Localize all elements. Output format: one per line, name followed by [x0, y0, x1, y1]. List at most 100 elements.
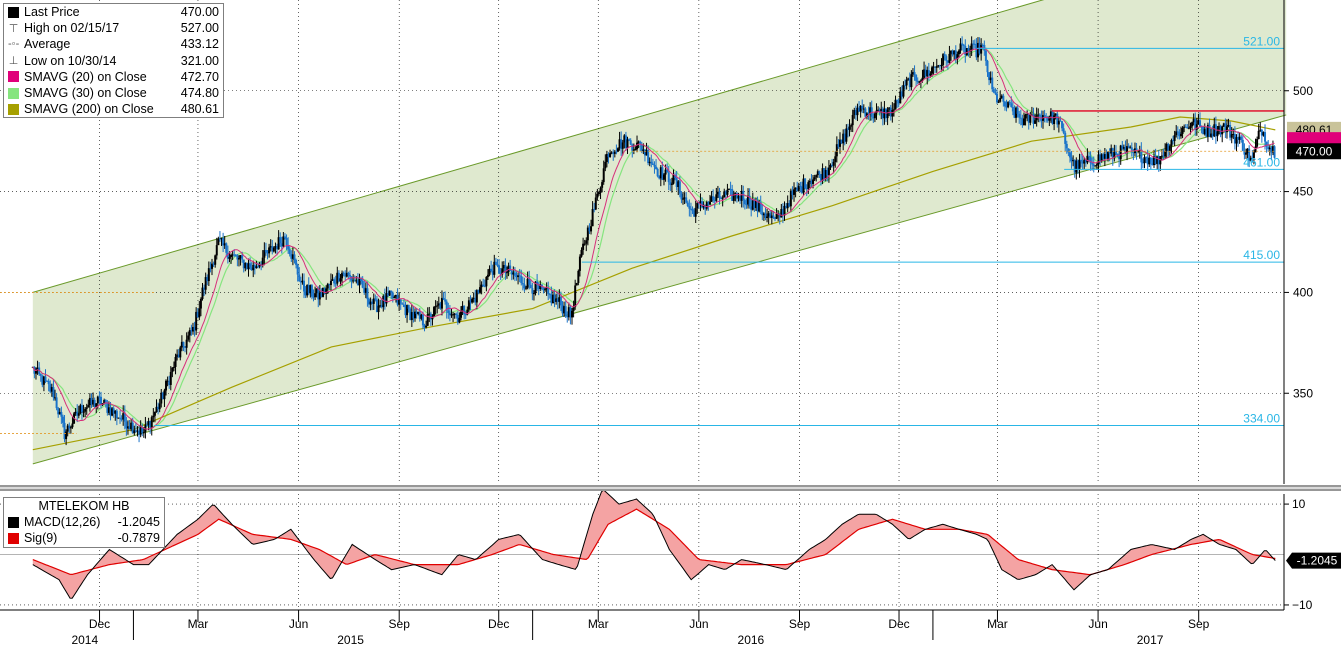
candle-body — [153, 411, 156, 416]
candle-body — [406, 304, 409, 316]
candle-body — [642, 149, 645, 152]
candle-body — [209, 268, 212, 270]
candle-body — [236, 255, 239, 260]
price-legend-row: -◦- Average 433.12 — [4, 36, 223, 52]
price-tick-label: 350 — [1293, 386, 1313, 400]
candle-body — [356, 280, 359, 286]
candle-body — [842, 133, 845, 144]
candle-body — [339, 278, 342, 282]
signal-value: -0.7879 — [117, 531, 160, 546]
candle-body — [44, 376, 47, 381]
candle-body — [869, 107, 872, 115]
candle-body — [823, 168, 826, 179]
candle-body — [537, 285, 540, 290]
candle-body — [853, 110, 856, 115]
candle-body — [1002, 95, 1005, 102]
candle-body — [984, 50, 987, 61]
candle-body — [743, 200, 746, 205]
candle-body — [1244, 153, 1247, 155]
candle-body — [656, 168, 659, 177]
candle-body — [1156, 156, 1159, 164]
candle-body — [751, 200, 754, 210]
candle-body — [502, 265, 505, 269]
legend-value: 474.80 — [180, 86, 219, 101]
candle-body — [911, 72, 914, 75]
candle-body — [1035, 115, 1038, 121]
candle-body — [716, 191, 719, 195]
candle-body — [447, 310, 450, 313]
candle-body — [675, 178, 678, 187]
candle-body — [168, 380, 171, 385]
candle-body — [659, 167, 662, 179]
candle-body — [791, 190, 794, 195]
candle-body — [188, 330, 191, 336]
candle-body — [518, 275, 521, 277]
candle-body — [1219, 125, 1222, 135]
candle-body — [176, 354, 179, 357]
candle-body — [873, 113, 876, 119]
candle-body — [845, 128, 848, 142]
candle-body — [144, 424, 147, 433]
candle-body — [184, 346, 187, 348]
candle-body — [745, 204, 748, 206]
candle-body — [691, 209, 694, 211]
candle-body — [905, 79, 908, 86]
candle-body — [940, 64, 943, 67]
candle-body — [521, 283, 524, 285]
candle-body — [42, 376, 45, 385]
candle-body — [510, 270, 513, 275]
candle-body — [68, 425, 71, 429]
candle-body — [832, 161, 835, 166]
candle-body — [710, 196, 713, 202]
month-label: Dec — [89, 617, 110, 631]
candle-body — [505, 272, 508, 274]
candle-body — [753, 200, 756, 208]
candle-body — [1176, 131, 1179, 133]
candle-body — [122, 413, 125, 420]
candle-body — [729, 189, 732, 191]
candle-body — [1081, 161, 1084, 164]
candle-body — [226, 252, 229, 259]
candle-body — [926, 70, 929, 77]
candle-body — [1160, 155, 1163, 157]
candle-body — [182, 341, 185, 347]
candle-body — [1200, 126, 1203, 128]
candle-body — [274, 246, 277, 248]
candle-body — [677, 181, 680, 187]
candle-body — [1124, 147, 1127, 153]
candle-body — [1181, 127, 1184, 134]
candle-body — [563, 306, 566, 314]
candle-body — [794, 187, 797, 190]
candle-body — [498, 265, 501, 274]
candle-body — [206, 277, 209, 282]
candle-body — [1067, 148, 1070, 153]
candle-body — [1065, 143, 1068, 149]
candle-body — [908, 78, 911, 88]
candle-body — [762, 213, 765, 216]
candle-body — [272, 247, 275, 252]
candle-body — [528, 278, 531, 285]
candle-body — [138, 430, 141, 435]
candle-body — [529, 284, 532, 289]
candle-body — [1229, 125, 1232, 138]
month-label: Mar — [987, 617, 1008, 631]
candle-body — [247, 263, 250, 269]
candle-body — [467, 300, 470, 310]
legend-label: SMAVG (30) on Close — [24, 86, 147, 101]
sma30-line — [32, 48, 1275, 428]
candle-body — [39, 373, 42, 376]
candle-body — [1271, 146, 1274, 153]
candle-body — [409, 308, 412, 321]
candle-body — [881, 108, 884, 119]
candle-body — [864, 108, 867, 117]
candle-body — [96, 396, 99, 404]
candle-body — [249, 263, 252, 268]
candle-body — [532, 293, 535, 295]
candle-body — [1186, 127, 1189, 129]
candle-body — [618, 139, 621, 149]
candle-body — [1103, 154, 1106, 159]
candle-body — [1049, 111, 1052, 117]
candle-body — [808, 180, 811, 183]
candle-body — [1064, 132, 1067, 144]
